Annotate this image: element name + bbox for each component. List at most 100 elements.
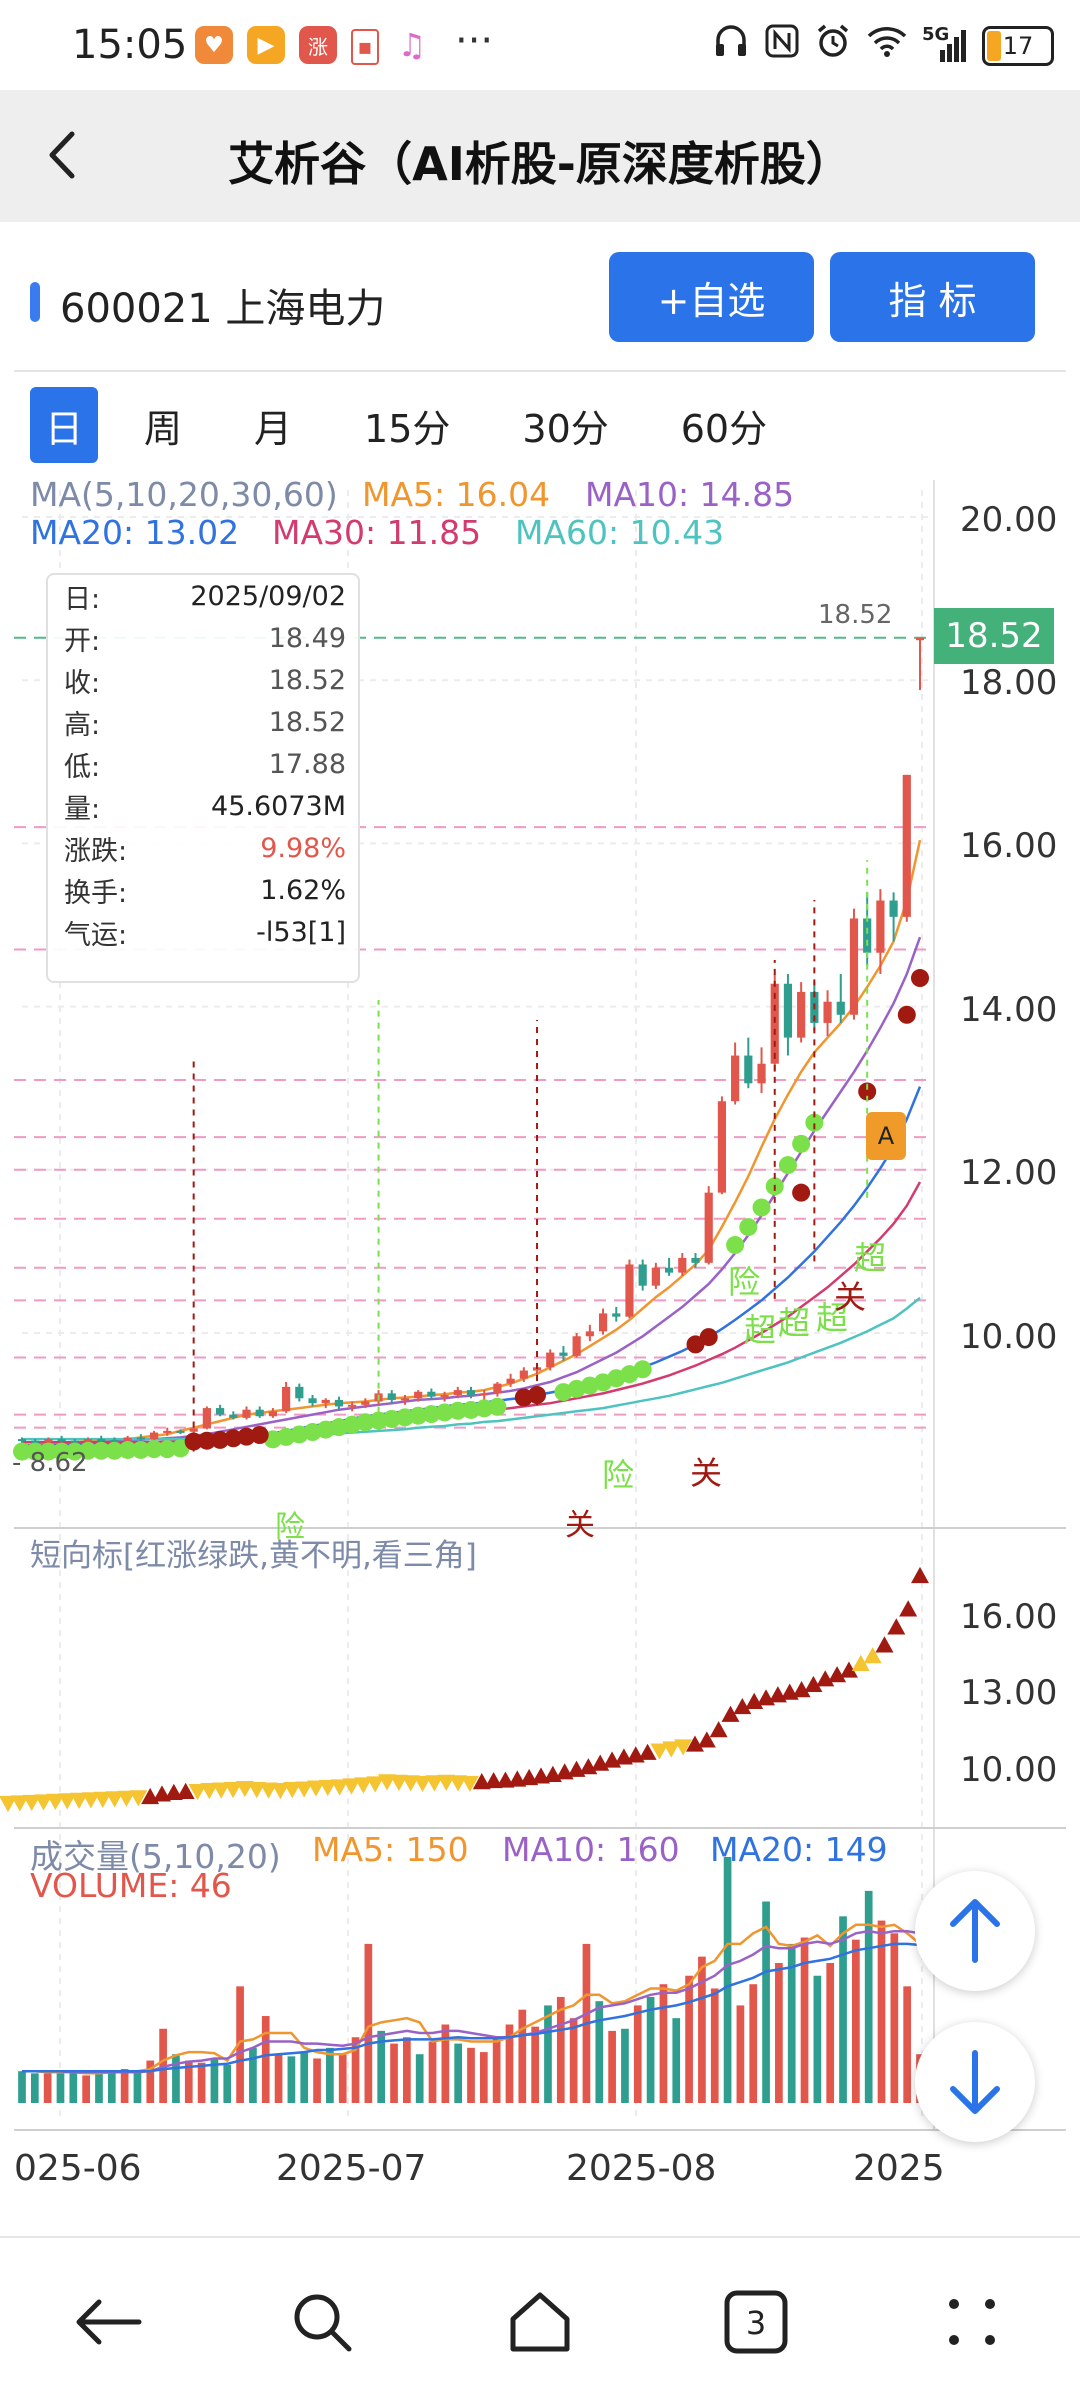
back-button[interactable] [36,120,96,190]
candle-body [704,1192,713,1263]
candle-body [876,900,885,953]
short-signal-triangle [804,1675,823,1693]
candle-body [559,1352,568,1356]
candle-body [757,1063,766,1084]
volume-bar [351,2037,360,2103]
short-signal-triangle [733,1697,752,1715]
candle-body [308,1398,317,1404]
volume-bar [146,2060,155,2103]
volume-ma5-label: MA5: 150 [312,1830,469,1869]
scroll-up-button[interactable] [915,1871,1035,1991]
signal-label-risk: 险 [275,1510,305,1545]
short-signal-triangle [22,1794,41,1812]
signal-dot-green [395,1408,414,1427]
signal-label-close: 关 [690,1454,723,1492]
signal-dot-red [528,1386,547,1405]
info-date: 2025/09/02 [190,580,346,612]
signal-dot-red [686,1335,705,1354]
volume-bar [120,2069,129,2103]
tab-month[interactable]: 月 [254,406,293,451]
red-envelope-icon: ▪ [351,29,379,65]
price-tick: 14.00 [960,990,1058,1030]
volume-bar [338,2054,347,2103]
volume-bar [184,2060,193,2103]
page-title: 艾析谷（AI析股-原深度析股） [228,137,852,191]
signal-dot-red [184,1432,203,1451]
candle-body [466,1390,476,1396]
candle-body [585,1331,594,1337]
short-signal-triangle [875,1636,894,1653]
signal-dot-green [13,1442,31,1461]
candle-body [295,1386,304,1399]
candle-body [625,1264,634,1317]
volume-ma-line-ma5 [22,1923,921,2075]
nav-back-button[interactable] [68,2282,148,2362]
signal-label-super: 超 [778,1304,811,1342]
volume-bar [505,2024,514,2103]
short-direction-panel [0,1566,929,1813]
candle-body [334,1399,344,1407]
kline-chart[interactable] [0,470,1080,2200]
tab-week[interactable]: 周 [144,406,183,451]
tab-30min[interactable]: 30分 [522,406,609,451]
signal-dot-green [409,1406,428,1425]
candlesticks [17,637,925,1446]
tab-60min[interactable]: 60分 [680,406,768,451]
indicator-button[interactable]: 指 标 [830,252,1035,342]
signal-dot-green [105,1441,124,1460]
arrow-left-icon [76,2299,142,2345]
short-signal-triangle [176,1782,195,1799]
browser-bottom-nav: 3 [0,2236,1080,2402]
tab-15min[interactable]: 15分 [364,406,451,451]
volume-bar [479,2052,488,2103]
info-key: 涨跌: [64,835,128,867]
candle-body [678,1257,687,1273]
ma-line-ma60 [22,1296,921,1441]
info-key: 收: [64,667,101,699]
short-signal-triangle [247,1781,266,1799]
price-tick: 10.00 [960,1317,1058,1357]
tab-day[interactable]: 日 [30,387,98,463]
scroll-down-button[interactable] [915,2022,1035,2142]
signal-dot-green [356,1413,375,1432]
volume-bar [800,1937,809,2103]
signal-badge-a[interactable]: A [866,1112,906,1160]
info-low: 17.88 [268,748,346,780]
short-signal-triangle [342,1778,361,1795]
volume-bar [595,2001,604,2103]
stock-info-row: 600021 上海电力 +自选 指 标 [0,222,1080,362]
candle-body [83,1439,93,1442]
nav-tabs-button[interactable]: 3 [716,2282,796,2362]
volume-bar [236,1986,244,2103]
short-signal-triangle [212,1782,231,1799]
volume-bar [467,2047,475,2103]
nav-home-button[interactable] [500,2282,580,2362]
short-signal-triangle [425,1775,444,1792]
volume-bar [518,2009,527,2103]
volume-bar [839,1916,847,2103]
volume-bar [415,2054,424,2103]
volume-bar [723,1856,732,2103]
home-icon [510,2292,570,2352]
volume-bar [736,2005,745,2103]
date-tick: 2025-08 [566,2148,717,2189]
nav-search-button[interactable] [282,2282,362,2362]
volume-bar [133,2071,142,2103]
short-signal-triangle [378,1774,397,1791]
volume-bar [172,2054,180,2103]
battery-icon: 17 [982,25,1054,66]
signal-dot-green [462,1400,480,1419]
nav-menu-button[interactable] [932,2282,1012,2362]
short-signal-triangle [224,1781,243,1799]
candle-body [440,1395,449,1398]
short-signal-triangle [129,1790,148,1807]
volume-bar [826,1963,835,2103]
short-signal-triangle [354,1777,373,1794]
short-signal-triangle [200,1783,219,1800]
add-watchlist-button[interactable]: +自选 [609,252,814,342]
stock-accent-bar [30,282,40,322]
short-axis-tick: 13.00 [960,1673,1058,1713]
candle-body [387,1393,396,1400]
short-signal-triangle [899,1600,918,1617]
short-signal-triangle [721,1705,740,1722]
